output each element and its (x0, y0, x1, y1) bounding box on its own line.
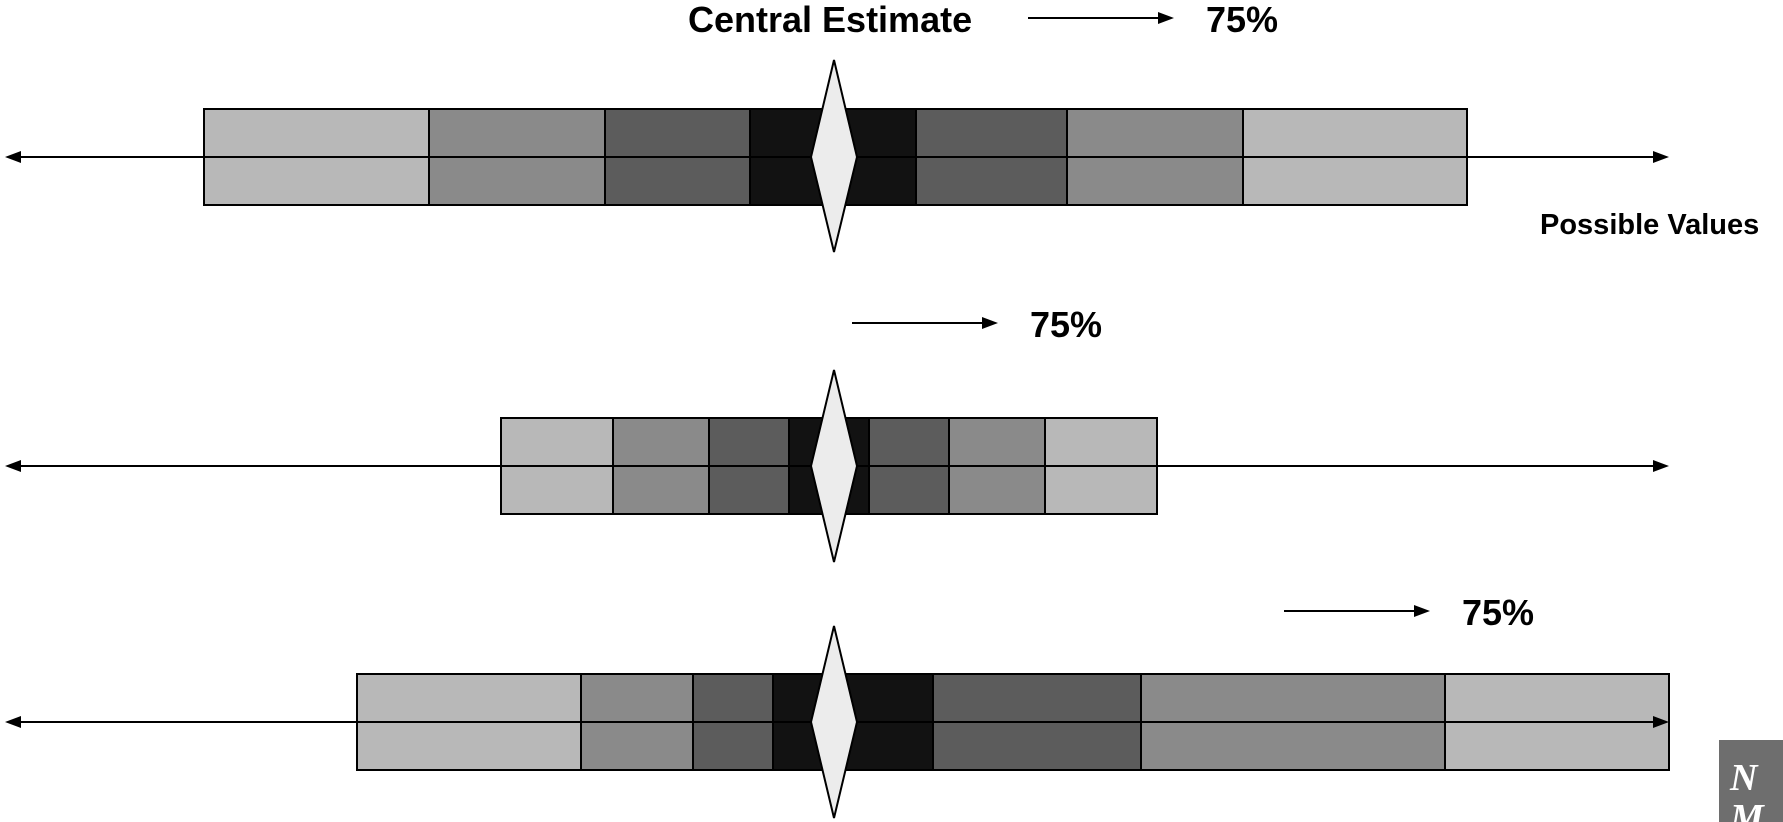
percent-arrow-row-3 (1284, 605, 1430, 617)
possible-values-label: Possible Values (1540, 209, 1759, 241)
range-bar-row-3: 75% (5, 592, 1670, 819)
axis-arrow-right (1653, 716, 1669, 728)
svg-text:M: M (1729, 797, 1765, 822)
nm-logo-icon: N M (1719, 740, 1783, 822)
central-estimate-label: Central Estimate (688, 0, 972, 40)
axis-arrow-left (5, 151, 21, 163)
percent-label-row-3: 75% (1462, 592, 1534, 633)
percent-arrow-row-2 (852, 317, 998, 329)
range-bar-row-2: 75% (5, 304, 1669, 563)
axis-arrow-right (1653, 151, 1669, 163)
axis-arrow-right (1653, 460, 1669, 472)
axis-arrow-left (5, 716, 21, 728)
svg-text:N: N (1729, 757, 1759, 799)
central-estimate-marker (809, 59, 859, 253)
percent-arrow-row-1 (1028, 12, 1174, 24)
axis-arrow-left (5, 460, 21, 472)
percent-label-row-2: 75% (1030, 304, 1102, 345)
central-estimate-marker (809, 625, 859, 819)
range-bar-row-1: 75% (5, 0, 1669, 253)
central-estimate-marker (809, 369, 859, 563)
percent-label-row-1: 75% (1206, 0, 1278, 40)
